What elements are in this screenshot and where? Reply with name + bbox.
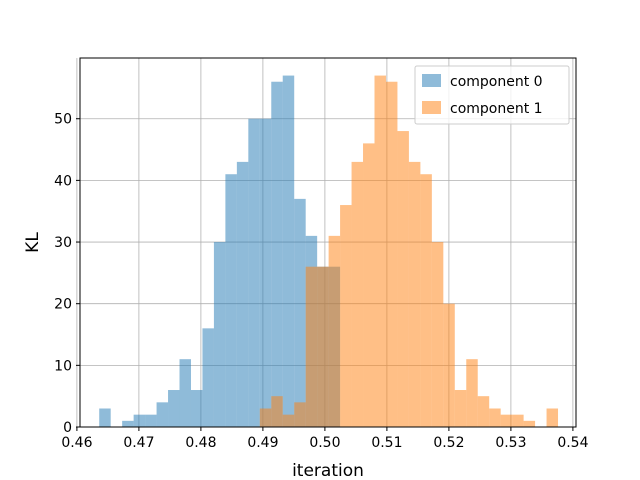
histogram-bar	[408, 161, 421, 428]
legend-box	[414, 65, 570, 125]
y-tick-label: 30	[54, 235, 72, 251]
histogram-bar	[489, 408, 501, 427]
histogram-bar	[282, 414, 295, 427]
histogram-bar	[213, 242, 226, 427]
x-tick-label: 0.52	[433, 435, 464, 451]
legend-label: component 1	[450, 101, 543, 117]
histogram-bar	[236, 161, 249, 428]
histogram-bar	[122, 420, 134, 427]
histogram-bar	[271, 81, 283, 427]
legend-item-0: component 0	[422, 74, 543, 90]
histogram-bar	[351, 161, 364, 428]
histogram-bars	[99, 75, 559, 428]
histogram-bar	[294, 198, 306, 427]
legend-swatch	[422, 101, 441, 114]
histogram-bar	[305, 266, 318, 427]
histogram-bar	[133, 414, 146, 427]
histogram-bar	[317, 266, 329, 427]
y-tick-label: 50	[54, 112, 72, 128]
histogram-bar	[340, 205, 352, 427]
histogram-bar	[259, 408, 272, 427]
histogram-bar	[420, 174, 432, 427]
axes: 0.46 0.47 0.48 0.49 0.50 0.51 0.52 0.53 0.54 0 10 2…	[54, 57, 589, 451]
y-tick-label: 40	[54, 173, 72, 189]
series-0-bars	[99, 75, 341, 428]
histogram-bar	[168, 390, 180, 427]
y-tick-label: 10	[54, 358, 72, 374]
histogram-bar	[477, 396, 490, 427]
x-axis-label: iteration	[292, 461, 364, 480]
x-tick-label: 0.53	[495, 435, 526, 451]
histogram-bar	[443, 303, 455, 427]
histogram-bar	[259, 118, 272, 428]
legend-label: component 0	[450, 74, 543, 90]
y-tick-label: 20	[54, 297, 72, 313]
series-1-bars	[259, 75, 559, 428]
x-tick-label: 0.48	[185, 435, 216, 451]
histogram-bar	[225, 174, 237, 427]
histogram-bar	[190, 390, 203, 427]
x-tick-label: 0.50	[309, 435, 340, 451]
histogram-bar	[328, 235, 341, 427]
y-tick-label: 0	[63, 420, 72, 436]
y-axis-label: KL	[23, 232, 43, 253]
histogram-bar	[202, 328, 214, 427]
histogram-bar	[500, 414, 513, 427]
histogram-bar	[99, 408, 111, 427]
histogram-bar	[145, 414, 157, 427]
x-tick-label: 0.51	[371, 435, 402, 451]
histogram-bar	[156, 402, 169, 427]
histogram-bar	[294, 402, 306, 427]
legend: component 0 component 1	[414, 65, 570, 125]
histogram-bar	[248, 118, 260, 428]
histogram-bar	[271, 396, 283, 427]
legend-swatch	[422, 74, 441, 87]
histogram-bar	[431, 242, 444, 427]
histogram-bar	[523, 420, 536, 427]
histogram-bar	[546, 408, 559, 427]
histogram-bar	[374, 75, 386, 428]
histogram-bar	[512, 414, 524, 427]
x-tick-label: 0.46	[61, 435, 92, 451]
histogram-bar	[363, 143, 375, 427]
legend-item-1: component 1	[422, 101, 543, 117]
histogram-bar	[454, 390, 467, 427]
x-tick-label: 0.54	[557, 435, 588, 451]
x-tick-label: 0.49	[247, 435, 278, 451]
histogram-bar	[397, 131, 409, 427]
histogram-bar	[282, 75, 295, 428]
histogram-bar	[385, 81, 398, 427]
x-tick-label: 0.47	[123, 435, 154, 451]
histogram-bar	[466, 359, 478, 427]
histogram-bar	[179, 359, 191, 427]
